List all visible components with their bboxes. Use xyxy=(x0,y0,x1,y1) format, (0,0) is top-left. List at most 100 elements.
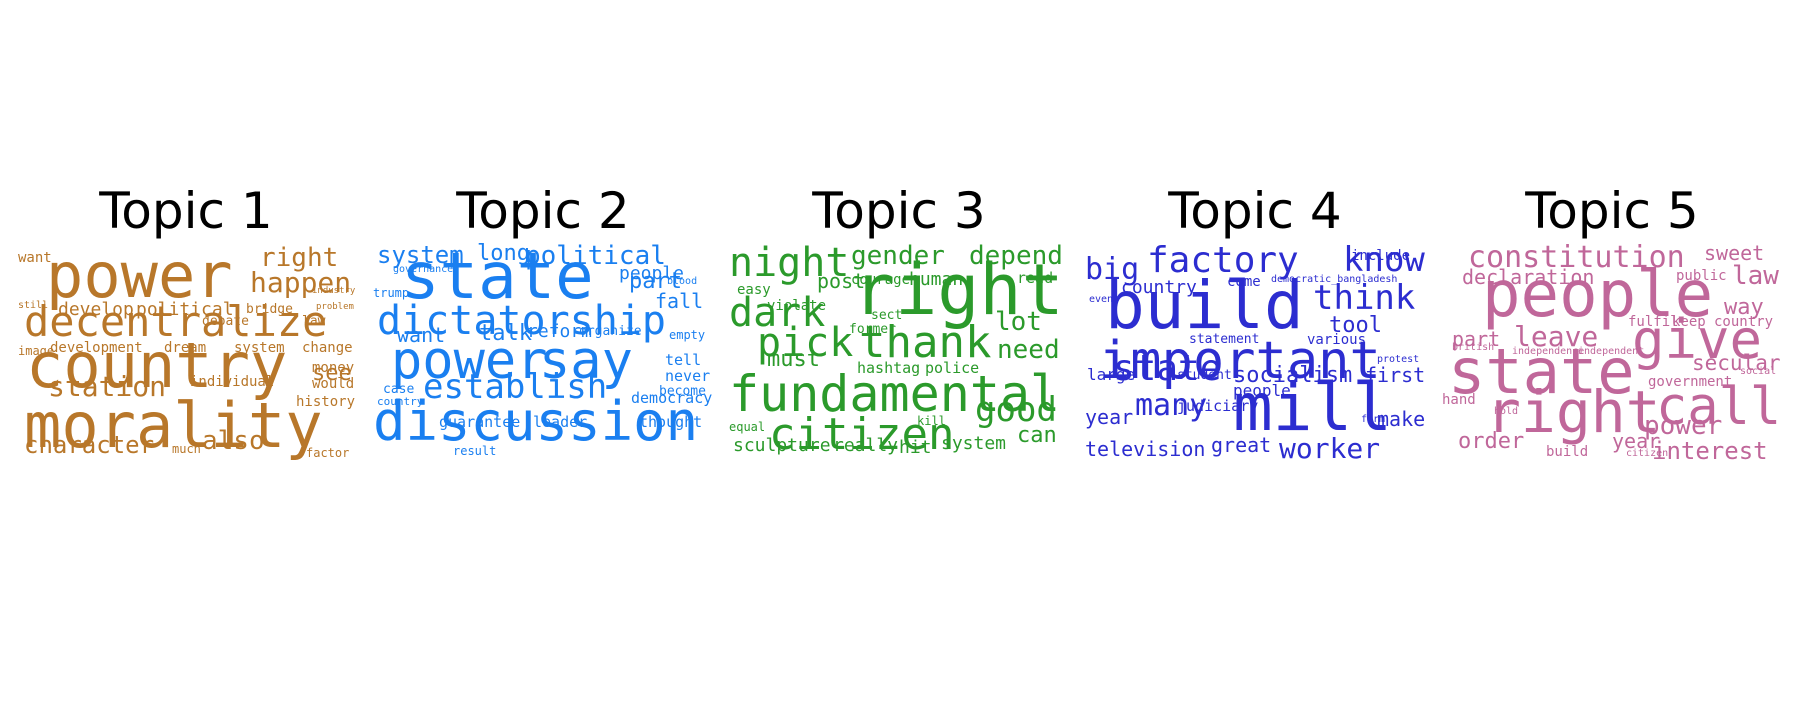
word: never xyxy=(665,367,711,385)
word: image xyxy=(18,344,55,358)
word: still xyxy=(18,300,49,311)
word: good xyxy=(975,390,1057,430)
word: really xyxy=(833,435,899,456)
word: year xyxy=(1085,405,1134,429)
word: dictatorship xyxy=(377,298,666,344)
word: talk xyxy=(479,321,532,346)
word: sculpture xyxy=(733,435,831,456)
word: state xyxy=(1113,348,1222,389)
word: trump xyxy=(373,286,410,300)
word: hand xyxy=(1442,392,1476,408)
word: year xyxy=(1612,429,1661,453)
word: industry xyxy=(312,286,356,296)
word: great xyxy=(1211,433,1272,457)
word: governance xyxy=(393,264,454,275)
word: independence xyxy=(1512,346,1585,357)
topic-title: Topic 2 xyxy=(456,182,630,240)
topic-title: Topic 3 xyxy=(812,182,986,240)
word: include xyxy=(1351,248,1411,264)
word: establish xyxy=(423,367,608,407)
word: know xyxy=(1343,240,1425,280)
word: worker xyxy=(1279,432,1381,465)
word: state xyxy=(401,240,594,314)
word: easy xyxy=(737,282,771,298)
word: leader xyxy=(533,413,588,431)
word: police xyxy=(925,359,980,377)
topic-title: Topic 1 xyxy=(99,182,273,240)
word: country xyxy=(377,395,424,408)
word: build xyxy=(1105,267,1304,344)
word: law xyxy=(1732,261,1779,291)
word: political xyxy=(525,241,666,271)
word: right xyxy=(1486,378,1661,446)
word: power xyxy=(1644,411,1723,441)
word: power xyxy=(46,239,233,312)
word: student xyxy=(1177,368,1232,383)
word: country xyxy=(1714,314,1774,330)
word: people xyxy=(619,263,685,284)
word: tell xyxy=(665,351,702,369)
word-cloud: state dictatorship power say discussion estab… xyxy=(373,243,713,483)
word: long xyxy=(477,241,530,266)
word: morality xyxy=(24,389,323,462)
word: way xyxy=(1724,295,1764,320)
word: part xyxy=(1452,327,1501,351)
word: happen xyxy=(250,266,352,299)
word: organize xyxy=(579,324,642,339)
word: case xyxy=(383,382,415,397)
word: television xyxy=(1085,437,1206,461)
word: must xyxy=(767,347,820,372)
word: depend xyxy=(969,241,1063,271)
word: system xyxy=(234,340,285,356)
word: debate xyxy=(202,314,249,329)
word: change xyxy=(302,340,353,356)
word: decentralize xyxy=(24,297,328,346)
word: first xyxy=(1365,363,1426,387)
word: factory xyxy=(1147,240,1299,281)
word: thought xyxy=(639,413,703,431)
word: character xyxy=(24,431,155,459)
word: sweet xyxy=(1704,241,1765,265)
word: many xyxy=(1135,388,1208,423)
topic-panel-5: Topic 5 people state right give call constitu… xyxy=(1442,183,1782,503)
word: power xyxy=(391,331,548,391)
word: big xyxy=(1085,252,1140,287)
word: large xyxy=(1087,365,1136,384)
word: system xyxy=(941,433,1007,454)
word: constitution xyxy=(1468,240,1685,275)
word: courage xyxy=(851,272,911,288)
word: discussion xyxy=(373,390,699,453)
word: dream xyxy=(164,340,207,356)
word: want xyxy=(397,323,446,347)
word: would xyxy=(312,376,355,392)
word: reform xyxy=(527,321,593,342)
word-cloud: power country morality decentralize station c… xyxy=(16,243,356,483)
word: make xyxy=(1377,407,1426,431)
word: individual xyxy=(190,374,275,390)
word: become xyxy=(659,384,706,399)
word: people xyxy=(1233,381,1291,400)
word: can xyxy=(1017,423,1057,448)
word: even xyxy=(1089,294,1114,305)
word: result xyxy=(453,444,497,458)
word: former xyxy=(849,322,896,337)
word: dark xyxy=(729,290,826,336)
word: want xyxy=(18,250,52,266)
word: country xyxy=(1121,277,1197,298)
word: read xyxy=(1017,269,1054,287)
word: system xyxy=(377,241,464,269)
word: equal xyxy=(729,420,766,434)
word: democratic_bangladesh xyxy=(1271,274,1398,285)
word: important xyxy=(1099,331,1381,391)
word: thank xyxy=(859,317,992,368)
word: blood xyxy=(667,276,698,287)
topic-title: Topic 5 xyxy=(1525,182,1699,240)
word: human xyxy=(909,269,964,290)
word: order xyxy=(1458,429,1525,454)
word: protest xyxy=(1377,354,1420,365)
word: see xyxy=(312,361,352,386)
word: station xyxy=(48,370,167,403)
word: state xyxy=(1448,335,1635,408)
word: people xyxy=(1482,258,1714,332)
word: think xyxy=(1313,278,1416,318)
